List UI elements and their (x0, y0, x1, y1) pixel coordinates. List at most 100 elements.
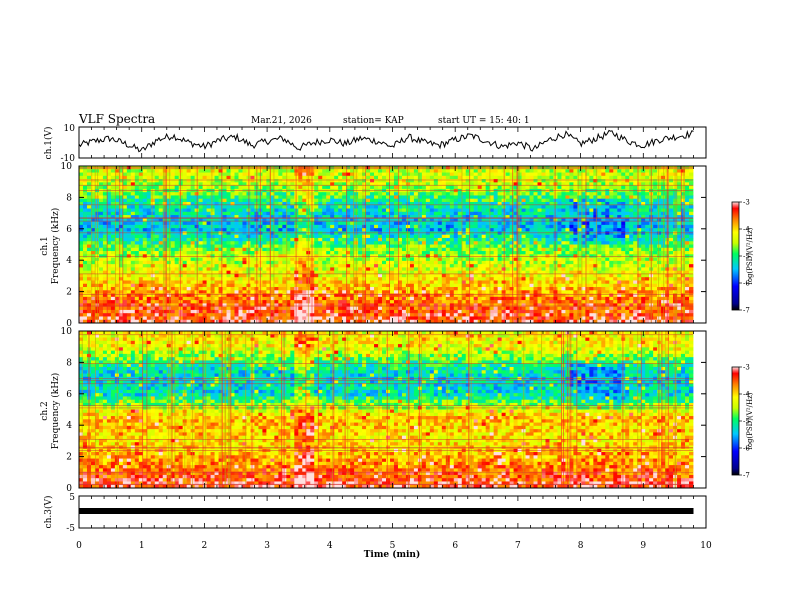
spec-cell (174, 208, 180, 213)
spec-cell (234, 234, 239, 239)
spec-cell (234, 231, 239, 236)
spec-cell (82, 247, 88, 252)
spec-cell (449, 264, 455, 268)
spec-cell (226, 247, 231, 252)
spec-cell (397, 260, 403, 265)
spec-cell (374, 179, 379, 183)
spec-cell (262, 185, 267, 190)
spec-cell (669, 182, 674, 187)
spec-cell (469, 175, 475, 180)
spec-cell (677, 224, 682, 229)
spec-cell (629, 179, 634, 183)
spec-cell (585, 215, 590, 219)
spec-cell (222, 185, 227, 190)
spec-cell (565, 224, 570, 229)
spec-cell (342, 179, 347, 183)
spec-cell (262, 169, 267, 173)
spec-cell (573, 175, 578, 180)
spec-cell (130, 251, 136, 255)
spec-cell (98, 251, 104, 255)
spec-cell (206, 195, 211, 200)
spec-cell (537, 228, 542, 232)
spec-cell (601, 201, 606, 206)
spec-cell (142, 172, 148, 177)
spec-cell (350, 169, 355, 173)
spec-cell (457, 208, 463, 213)
spec-cell (689, 251, 694, 255)
spec-cell (202, 195, 207, 200)
spec-cell (366, 267, 371, 272)
spec-cell (234, 264, 239, 268)
spec-cell (322, 228, 327, 232)
spec-cell (326, 211, 331, 216)
spec-cell (509, 175, 514, 180)
spec-cell (409, 195, 415, 200)
spec-cell (453, 192, 459, 196)
spec-cell (86, 201, 92, 206)
spec-cell (174, 195, 180, 200)
spec-cell (597, 244, 602, 249)
spec-cell (366, 228, 371, 232)
spec-cell (569, 185, 574, 190)
spec-cell (214, 192, 219, 196)
spec-cell (386, 195, 391, 200)
spec-cell (509, 241, 514, 245)
spec-cell (222, 264, 227, 268)
spec-cell (529, 179, 534, 183)
spec-cell (653, 260, 658, 265)
spec-cell (278, 172, 283, 177)
spec-cell (513, 182, 518, 187)
spec-cell (441, 205, 447, 209)
spec-cell (302, 211, 307, 216)
spec-cell (689, 201, 694, 206)
spec-cell (617, 192, 622, 196)
spec-cell (477, 244, 483, 249)
ch1-waveform-panel: 10 -10 ch.1(V) (43, 124, 707, 164)
spec-cell (282, 182, 287, 187)
spec-cell (405, 175, 411, 180)
spec-cell (577, 244, 582, 249)
spec-cell (226, 270, 231, 275)
spec-cell (425, 241, 431, 245)
spec-cell (613, 260, 618, 265)
spec-cell (617, 251, 622, 255)
spec-cell (318, 237, 323, 242)
spec-cell (154, 267, 160, 272)
spec-cell (222, 221, 227, 226)
spec-cell (210, 218, 215, 222)
spec-cell (601, 215, 606, 219)
spec-cell (437, 267, 443, 272)
spec-cell (601, 205, 606, 209)
spec-cell (238, 251, 243, 255)
spec-cell (366, 198, 371, 203)
spec-cell (350, 221, 355, 226)
spec-cell (142, 264, 148, 268)
spec-cell (198, 251, 203, 255)
spec-cell (477, 211, 483, 216)
spec-cell (82, 182, 88, 187)
spec-cell (509, 195, 514, 200)
spec-cell (86, 270, 92, 275)
spec-cell (493, 234, 499, 239)
spec-cell (413, 221, 419, 226)
spec-cell (110, 172, 116, 177)
spec-cell (210, 211, 215, 216)
spec-cell (445, 224, 451, 229)
spec-cell (134, 195, 140, 200)
spec-cell (226, 221, 231, 226)
spec-cell (577, 185, 582, 190)
spec-cell (689, 221, 694, 226)
spec-cell (286, 244, 291, 249)
spec-cell (386, 260, 391, 265)
spec-cell (685, 185, 690, 190)
spec-cell (589, 234, 594, 239)
spec-cell (449, 224, 455, 229)
spec-cell (114, 237, 120, 242)
spec-cell (174, 244, 180, 249)
spec-cell (593, 179, 598, 183)
spec-cell (382, 267, 387, 272)
spec-cell (198, 195, 203, 200)
spec-cell (134, 260, 140, 265)
spec-cell (549, 211, 554, 216)
spec-cell (114, 201, 120, 206)
